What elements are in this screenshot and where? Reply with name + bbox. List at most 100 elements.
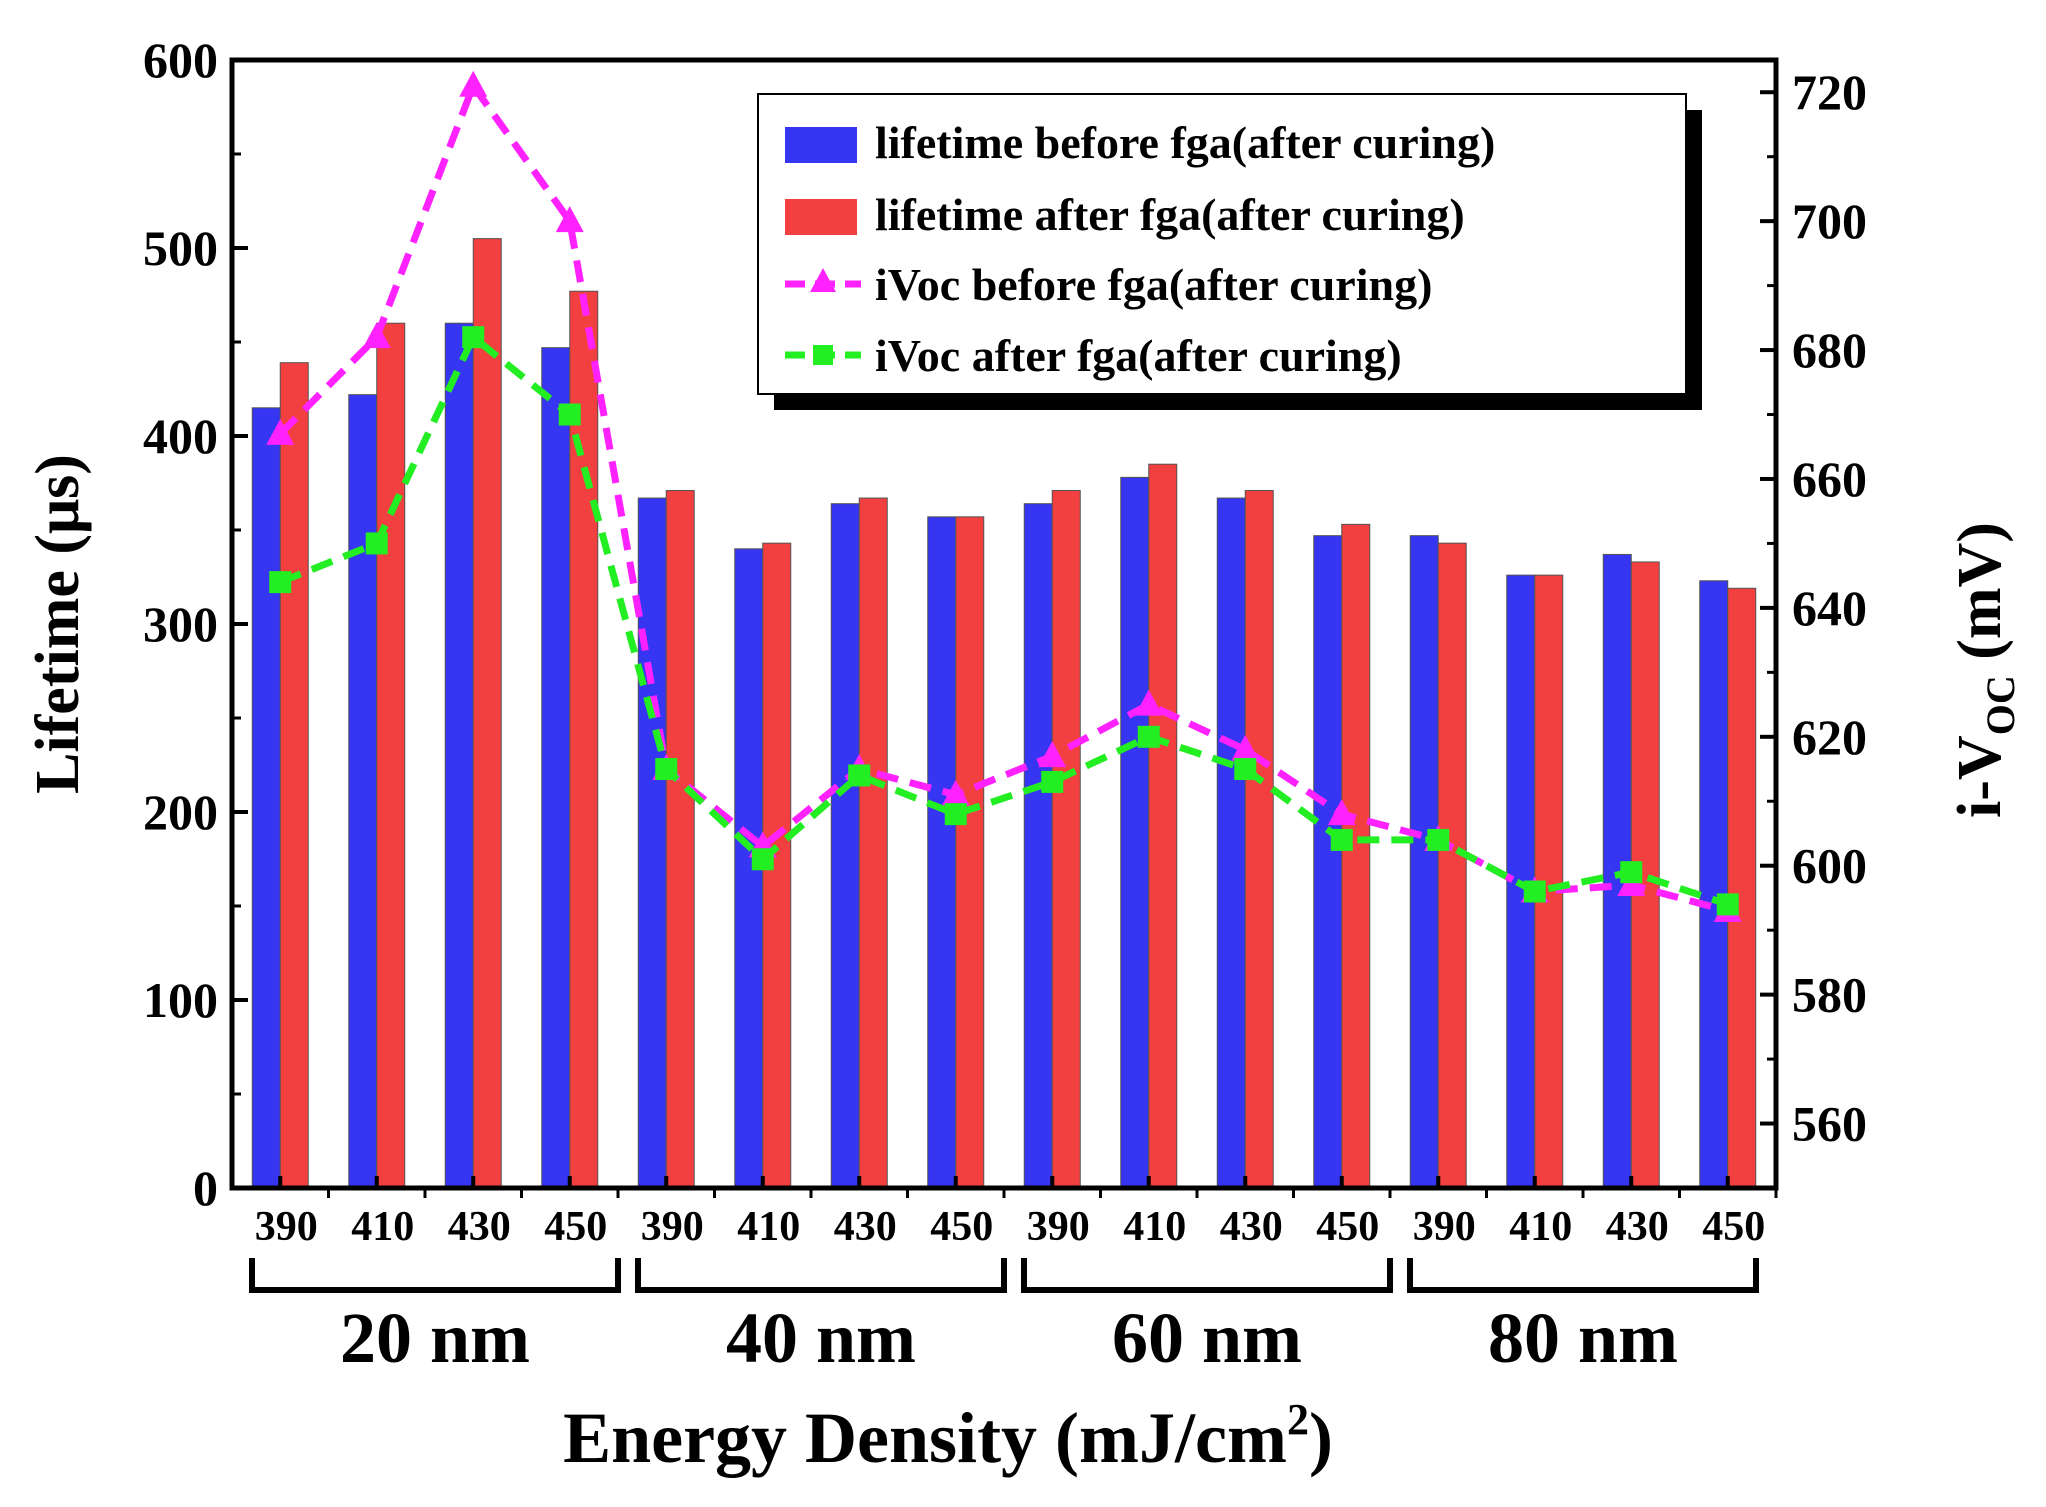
group-bracket-2 bbox=[1021, 1258, 1393, 1293]
point-1-11 bbox=[1330, 828, 1353, 851]
group-label-0: 20 nm bbox=[340, 1298, 530, 1378]
x-axis-title-sup: 2 bbox=[1287, 1395, 1309, 1444]
x-axis-title: Energy Density (mJ/cm2) bbox=[563, 1395, 1333, 1478]
bar-1-8 bbox=[1051, 490, 1081, 1189]
bar-0-8 bbox=[1023, 503, 1053, 1189]
point-1-10 bbox=[1234, 758, 1257, 781]
y2-axis-title-end: (mV) bbox=[1946, 522, 2014, 675]
point-1-6 bbox=[848, 764, 871, 787]
group-bracket-0 bbox=[249, 1258, 621, 1293]
point-1-13 bbox=[1523, 880, 1546, 903]
point-0-1 bbox=[362, 322, 391, 349]
bar-0-11 bbox=[1313, 535, 1343, 1189]
bar-1-1 bbox=[376, 322, 406, 1189]
x-tick-label-14: 430 bbox=[1606, 1204, 1669, 1250]
axes-layer: 0 100 200 300 400 500 600 560 580 600 620 640 660 680… bbox=[143, 32, 1867, 1378]
x-axis-title-end: ) bbox=[1309, 1398, 1333, 1478]
y2-axis-title-sub: OC bbox=[1978, 675, 2023, 735]
point-0-8 bbox=[1038, 741, 1067, 768]
bar-1-11 bbox=[1341, 523, 1371, 1189]
x-tick-label-0: 390 bbox=[255, 1204, 318, 1250]
y2-tick-label-6: 680 bbox=[1792, 322, 1867, 378]
legend-marker-triangle-icon bbox=[810, 268, 836, 292]
bar-1-7 bbox=[955, 516, 985, 1189]
y-tick-label-6: 600 bbox=[143, 32, 218, 88]
legend-label-lifetime-after: lifetime after fga(after curing) bbox=[875, 189, 1465, 240]
lines-layer bbox=[266, 70, 1742, 922]
x-tick-label-3: 450 bbox=[544, 1204, 607, 1250]
bar-0-2 bbox=[444, 322, 474, 1189]
series-line-1 bbox=[278, 331, 1729, 908]
point-0-7 bbox=[941, 779, 970, 806]
group-label-3: 80 nm bbox=[1488, 1298, 1678, 1378]
y-tick-label-5: 500 bbox=[143, 220, 218, 276]
y2-tick-label-5: 660 bbox=[1792, 451, 1867, 507]
bar-0-1 bbox=[348, 394, 378, 1189]
x-tick-label-10: 430 bbox=[1220, 1204, 1283, 1250]
point-1-7 bbox=[944, 803, 967, 826]
series-line-0 bbox=[277, 78, 1729, 915]
bar-0-0 bbox=[251, 407, 281, 1189]
bar-1-13 bbox=[1534, 574, 1564, 1189]
x-tick-label-4: 390 bbox=[641, 1204, 704, 1250]
y2-tick-label-1: 580 bbox=[1792, 967, 1867, 1023]
bar-1-2 bbox=[472, 238, 502, 1189]
x-tick-label-8: 390 bbox=[1027, 1204, 1090, 1250]
point-0-10 bbox=[1231, 734, 1260, 761]
bar-1-4 bbox=[665, 490, 695, 1189]
bar-1-0 bbox=[279, 362, 309, 1189]
point-1-12 bbox=[1427, 828, 1450, 851]
x-tick-label-2: 430 bbox=[448, 1204, 511, 1250]
point-1-14 bbox=[1620, 861, 1643, 884]
x-tick-label-13: 410 bbox=[1509, 1204, 1572, 1250]
point-1-0 bbox=[269, 571, 292, 594]
point-1-15 bbox=[1716, 893, 1739, 916]
x-tick-label-12: 390 bbox=[1413, 1204, 1476, 1250]
legend-label-lifetime-before: lifetime before fga(after curing) bbox=[875, 117, 1495, 168]
legend-box bbox=[757, 93, 1687, 395]
bar-1-3 bbox=[569, 290, 599, 1189]
x-axis-title-main: Energy Density (mJ/cm bbox=[563, 1398, 1287, 1478]
y-tick-label-2: 200 bbox=[143, 784, 218, 840]
group-label-1: 40 nm bbox=[726, 1298, 916, 1378]
bar-0-6 bbox=[830, 503, 860, 1189]
point-1-8 bbox=[1041, 770, 1064, 793]
y-tick-label-4: 400 bbox=[143, 408, 218, 464]
bar-1-9 bbox=[1148, 463, 1178, 1189]
y2-axis-title: i-VOC (mV) bbox=[1946, 522, 2023, 818]
legend-label-ivoc-before: iVoc before fga(after curing) bbox=[875, 259, 1432, 310]
point-1-9 bbox=[1137, 725, 1160, 748]
y2-tick-label-2: 600 bbox=[1792, 838, 1867, 894]
bar-1-15 bbox=[1727, 587, 1757, 1189]
y2-tick-label-7: 700 bbox=[1792, 193, 1867, 249]
point-0-11 bbox=[1327, 799, 1356, 826]
bar-0-4 bbox=[637, 497, 667, 1189]
point-1-4 bbox=[655, 758, 678, 781]
point-0-9 bbox=[1134, 689, 1163, 716]
bar-1-10 bbox=[1244, 490, 1274, 1189]
x-tick-label-1: 410 bbox=[351, 1204, 414, 1250]
point-0-3 bbox=[555, 206, 584, 233]
bar-0-7 bbox=[927, 516, 957, 1189]
point-1-3 bbox=[558, 403, 581, 426]
x-tick-label-9: 410 bbox=[1123, 1204, 1186, 1250]
legend: lifetime before fga(after curing) lifeti… bbox=[757, 93, 1702, 410]
group-label-2: 60 nm bbox=[1112, 1298, 1302, 1378]
y-tick-label-0: 0 bbox=[193, 1160, 218, 1216]
x-tick-label-7: 450 bbox=[930, 1204, 993, 1250]
legend-swatch-lifetime-before bbox=[785, 127, 857, 163]
y2-axis-title-main: i-V bbox=[1946, 735, 2014, 818]
x-tick-label-5: 410 bbox=[737, 1204, 800, 1250]
group-bracket-3 bbox=[1407, 1258, 1759, 1293]
point-1-5 bbox=[751, 848, 774, 871]
point-0-0 bbox=[266, 418, 295, 445]
y2-tick-label-8: 720 bbox=[1792, 64, 1867, 120]
point-1-1 bbox=[365, 532, 388, 555]
bar-0-12 bbox=[1409, 535, 1439, 1189]
y-axis-title: Lifetime (μs) bbox=[24, 454, 92, 794]
x-tick-label-11: 450 bbox=[1316, 1204, 1379, 1250]
legend-swatch-lifetime-after bbox=[785, 199, 857, 235]
x-tick-label-15: 450 bbox=[1702, 1204, 1765, 1250]
